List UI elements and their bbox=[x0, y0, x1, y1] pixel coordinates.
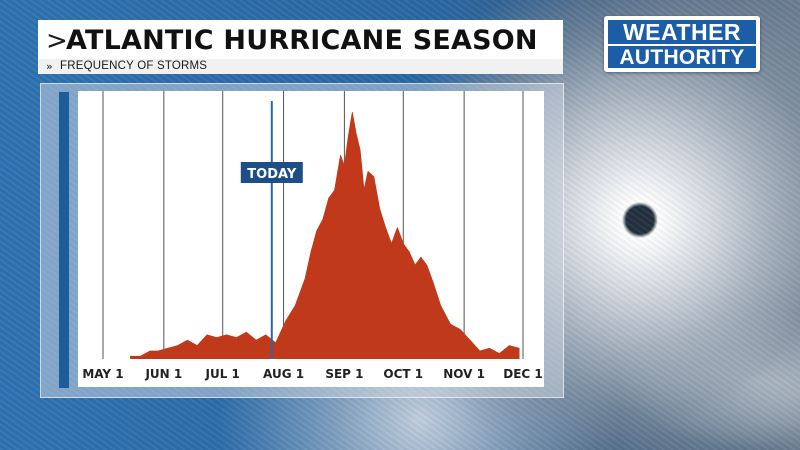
x-axis-strip bbox=[78, 360, 544, 387]
subtitle-chevron-icon: » bbox=[46, 60, 53, 73]
page-title: ATLANTIC HURRICANE SEASON bbox=[66, 25, 538, 56]
title-bar: > ATLANTIC HURRICANE SEASON » FREQUENCY … bbox=[38, 20, 563, 74]
x-tick-label-oct-1: OCT 1 bbox=[383, 367, 423, 381]
x-tick-label-nov-1: NOV 1 bbox=[443, 367, 485, 381]
page-subtitle: FREQUENCY OF STORMS bbox=[60, 60, 208, 72]
title-chevron-icon: > bbox=[46, 26, 68, 56]
x-tick-label-jul-1: JUL 1 bbox=[205, 367, 240, 381]
logo-line-weather: WEATHER bbox=[608, 20, 756, 45]
weather-authority-logo: WEATHER AUTHORITY bbox=[604, 16, 760, 72]
x-tick-label-may-1: MAY 1 bbox=[82, 367, 123, 381]
subtitle-bar: » FREQUENCY OF STORMS bbox=[38, 59, 563, 74]
x-tick-label-dec-1: DEC 1 bbox=[503, 367, 543, 381]
x-tick-label-aug-1: AUG 1 bbox=[263, 367, 304, 381]
storm-frequency-area bbox=[130, 112, 520, 360]
today-label-box bbox=[240, 162, 303, 183]
panel-accent-stripe bbox=[59, 92, 69, 388]
x-tick-label-sep-1: SEP 1 bbox=[325, 367, 363, 381]
today-label: TODAY bbox=[247, 167, 297, 182]
logo-line-authority: AUTHORITY bbox=[608, 46, 756, 69]
x-tick-label-jun-1: JUN 1 bbox=[144, 367, 182, 381]
